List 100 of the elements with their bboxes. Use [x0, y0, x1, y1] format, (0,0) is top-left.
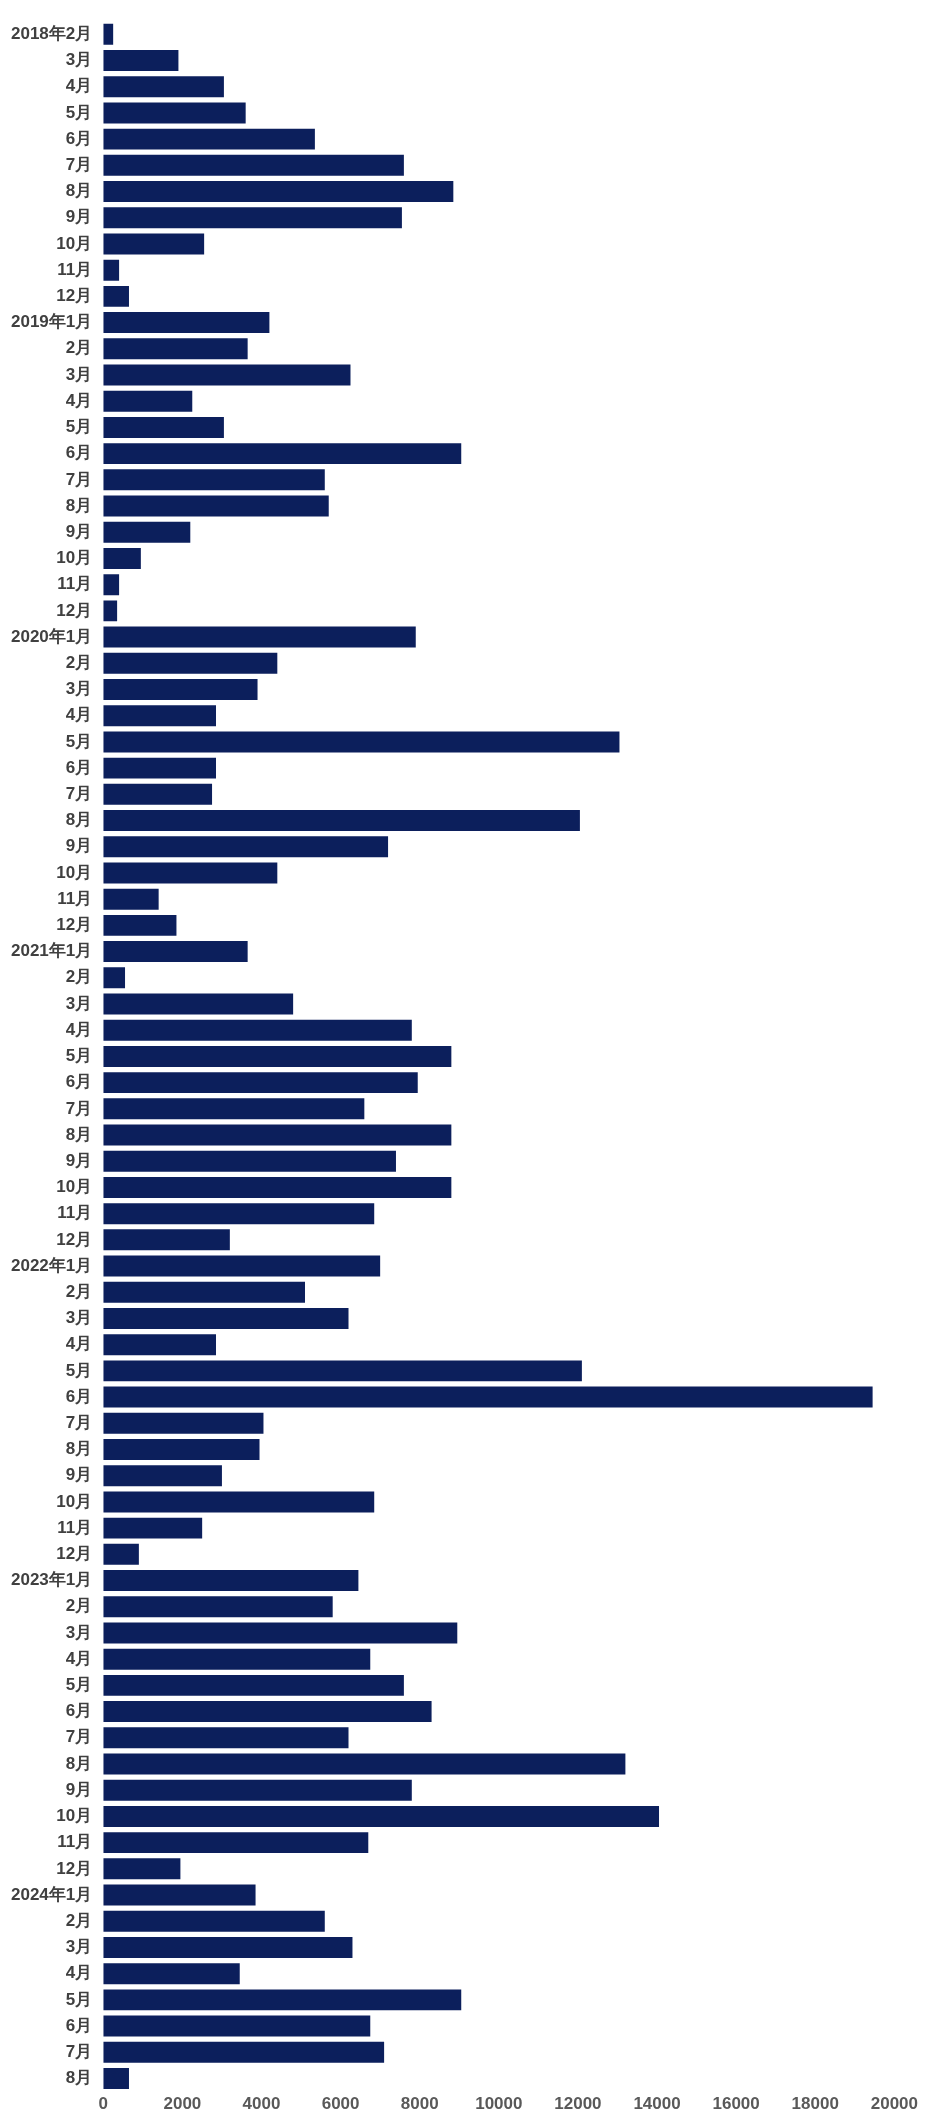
x-tick-label: 4000	[242, 2094, 281, 2114]
bar	[103, 416, 224, 438]
y-tick-label: 12月	[56, 915, 93, 935]
y-tick-label: 9月	[65, 1150, 93, 1170]
bar	[103, 626, 416, 648]
bar	[103, 1307, 349, 1329]
bar	[103, 2015, 371, 2037]
y-tick-label: 2020年1月	[10, 626, 93, 646]
bar	[103, 102, 246, 124]
y-tick-label: 2022年1月	[10, 1255, 93, 1275]
bar	[103, 888, 159, 910]
y-tick-label: 5月	[65, 417, 93, 437]
bar	[103, 390, 193, 412]
bar	[103, 1727, 349, 1749]
bar	[103, 1753, 626, 1775]
bar	[103, 23, 114, 45]
bar	[103, 731, 620, 753]
y-tick-label: 5月	[65, 1360, 93, 1380]
y-tick-label: 4月	[65, 1963, 93, 1983]
bar	[103, 1963, 240, 1985]
bar	[103, 154, 404, 176]
y-tick-label: 8月	[65, 1439, 93, 1459]
y-tick-label: 7月	[65, 2041, 93, 2061]
y-tick-label: 6月	[65, 1072, 93, 1092]
bar	[103, 338, 248, 360]
y-tick-label: 12月	[56, 1858, 93, 1878]
y-tick-label: 12月	[56, 1544, 93, 1564]
y-tick-label: 10月	[56, 1177, 93, 1197]
y-tick-label: 3月	[65, 1622, 93, 1642]
bar	[103, 862, 278, 884]
bar	[103, 285, 129, 307]
y-tick-label: 8月	[65, 1124, 93, 1144]
y-tick-label: 11月	[57, 259, 93, 279]
bar	[103, 1674, 404, 1696]
y-tick-label: 5月	[65, 1989, 93, 2009]
bar	[103, 1203, 375, 1225]
bar	[103, 1124, 452, 1146]
y-tick-label: 9月	[65, 1779, 93, 1799]
bar	[103, 1543, 139, 1565]
y-tick-label: 2021年1月	[10, 941, 93, 961]
bar	[103, 1255, 381, 1277]
bar	[103, 1832, 369, 1854]
x-tick-label: 18000	[791, 2094, 839, 2114]
bar	[103, 2041, 385, 2063]
bar	[103, 574, 120, 596]
bar	[103, 181, 454, 203]
y-tick-label: 7月	[65, 155, 93, 175]
x-tick-label: 10000	[475, 2094, 523, 2114]
bar	[103, 705, 216, 727]
y-tick-label: 3月	[65, 1937, 93, 1957]
bar	[103, 1701, 432, 1723]
bar	[103, 941, 248, 963]
y-tick-label: 5月	[65, 1046, 93, 1066]
x-tick-label: 12000	[554, 2094, 602, 2114]
y-tick-label: 4月	[65, 390, 93, 410]
y-tick-label: 12月	[56, 600, 93, 620]
bar	[103, 547, 141, 569]
y-tick-label: 10月	[56, 1491, 93, 1511]
bar	[103, 1412, 264, 1434]
bar	[103, 233, 205, 255]
y-tick-label: 8月	[65, 1753, 93, 1773]
bar	[103, 312, 270, 334]
bar	[103, 1622, 458, 1644]
bar	[103, 1150, 396, 1172]
bar	[103, 1045, 452, 1067]
y-tick-label: 11月	[57, 1517, 93, 1537]
bar	[103, 1910, 325, 1932]
y-tick-label: 7月	[65, 1412, 93, 1432]
y-tick-label: 4月	[65, 705, 93, 725]
y-tick-label: 2019年1月	[10, 312, 93, 332]
y-tick-label: 6月	[65, 757, 93, 777]
y-tick-label: 11月	[57, 888, 93, 908]
y-tick-label: 9月	[65, 521, 93, 541]
bar	[103, 1884, 256, 1906]
bar	[103, 600, 118, 622]
y-tick-label: 8月	[65, 810, 93, 830]
x-tick-label: 8000	[400, 2094, 439, 2114]
bar	[103, 1465, 222, 1487]
bar	[103, 1805, 660, 1827]
y-tick-label: 3月	[65, 679, 93, 699]
bar	[103, 1281, 305, 1303]
y-tick-label: 2023年1月	[10, 1570, 93, 1590]
bar	[103, 1570, 359, 1592]
bar	[103, 967, 126, 989]
y-tick-label: 8月	[65, 2068, 93, 2088]
bar	[103, 207, 402, 229]
bar	[103, 521, 191, 543]
bar	[103, 679, 258, 700]
bar	[103, 1936, 353, 1958]
x-tick-label: 6000	[321, 2094, 360, 2114]
y-tick-label: 6月	[65, 128, 93, 148]
y-tick-label: 2月	[65, 652, 93, 672]
bar	[103, 757, 216, 779]
y-tick-label: 11月	[57, 574, 93, 594]
bar	[103, 259, 120, 281]
bar	[103, 50, 179, 71]
bar	[103, 1360, 582, 1382]
y-tick-label: 4月	[65, 1019, 93, 1039]
y-tick-label: 11月	[57, 1203, 93, 1223]
bar	[103, 1176, 452, 1198]
